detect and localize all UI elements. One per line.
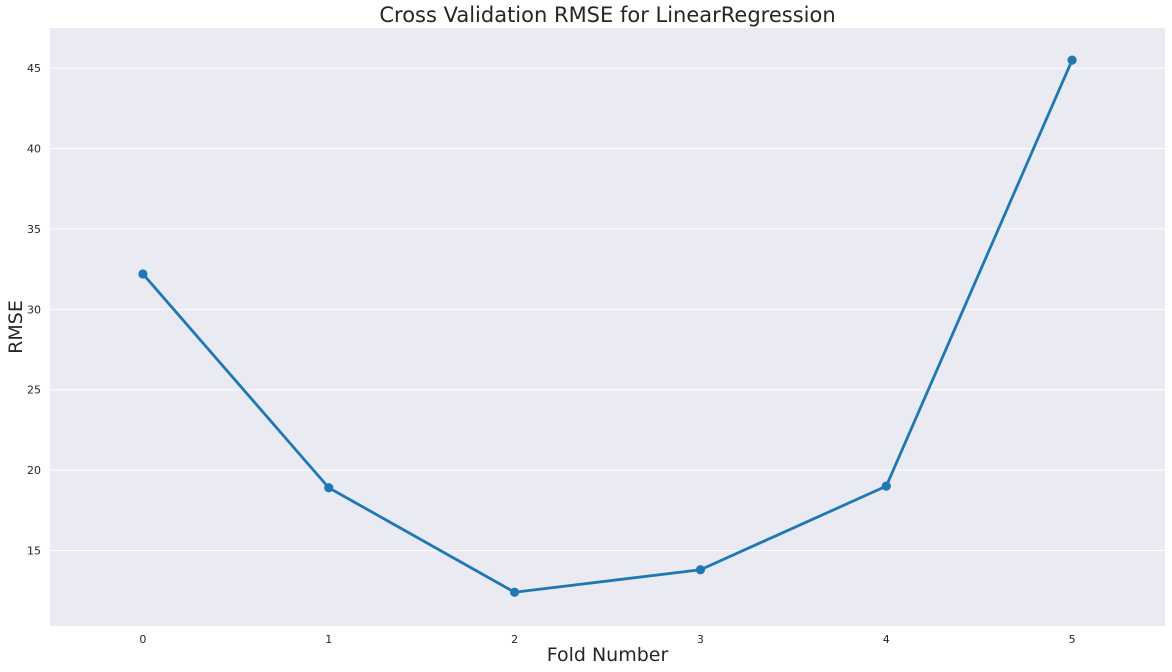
y-axis-label: RMSE <box>5 300 27 354</box>
data-point <box>695 565 706 575</box>
x-tick-label: 2 <box>511 633 518 646</box>
x-tick-label: 3 <box>697 633 704 646</box>
data-point <box>509 587 520 597</box>
plot-area <box>50 28 1165 626</box>
y-axis-ticks: 15 20 25 30 35 40 45 <box>27 62 41 557</box>
y-tick-label: 40 <box>27 143 41 156</box>
y-tick-label: 20 <box>27 464 41 477</box>
x-tick-label: 5 <box>1069 633 1076 646</box>
data-point <box>881 481 891 491</box>
grid-lines <box>50 67 1165 551</box>
series-layer <box>138 55 1077 597</box>
x-axis-ticks: 0 1 2 3 4 5 <box>139 633 1075 646</box>
data-point <box>1067 55 1077 65</box>
x-tick-label: 0 <box>139 633 146 646</box>
x-axis-label: Fold Number <box>547 644 669 666</box>
y-tick-label: 35 <box>27 223 41 236</box>
y-tick-label: 45 <box>27 62 41 75</box>
chart-title: Cross Validation RMSE for LinearRegressi… <box>379 3 835 27</box>
series-line <box>141 58 1074 594</box>
x-tick-label: 1 <box>325 633 332 646</box>
data-point <box>138 269 148 279</box>
y-tick-label: 25 <box>27 384 41 397</box>
data-point <box>324 483 334 493</box>
y-tick-label: 30 <box>27 303 41 316</box>
x-tick-label: 4 <box>883 633 890 646</box>
y-tick-label: 15 <box>27 544 41 557</box>
